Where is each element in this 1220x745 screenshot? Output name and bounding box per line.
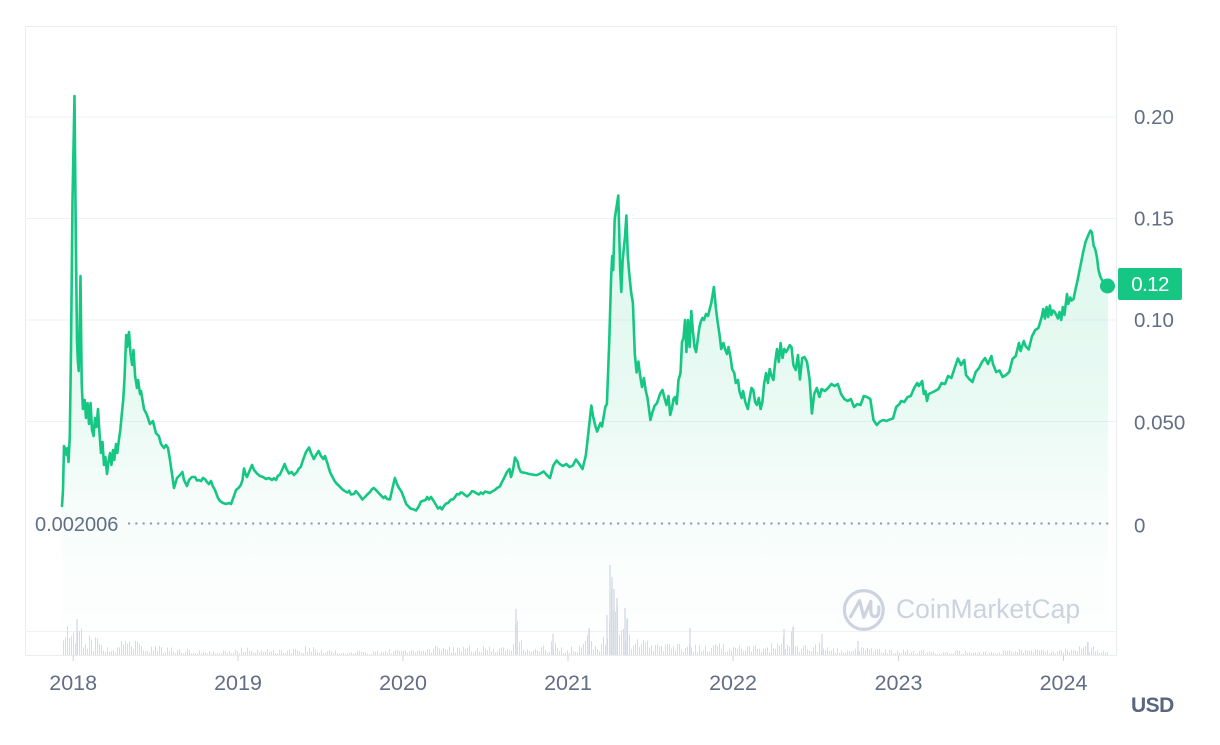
- svg-text:0.20: 0.20: [1134, 106, 1174, 129]
- svg-text:0.002006: 0.002006: [35, 514, 118, 536]
- svg-text:2019: 2019: [214, 671, 262, 695]
- svg-text:0.15: 0.15: [1134, 208, 1174, 231]
- svg-text:2023: 2023: [875, 671, 923, 695]
- svg-text:0: 0: [1134, 515, 1145, 538]
- svg-text:USD: USD: [1131, 694, 1174, 717]
- svg-text:2020: 2020: [379, 671, 427, 695]
- svg-text:0.10: 0.10: [1134, 309, 1174, 332]
- svg-text:0.12: 0.12: [1131, 273, 1169, 296]
- svg-text:2021: 2021: [544, 671, 592, 695]
- svg-text:2024: 2024: [1040, 671, 1088, 695]
- svg-text:0.050: 0.050: [1134, 412, 1185, 435]
- svg-text:2022: 2022: [709, 671, 757, 695]
- svg-text:CoinMarketCap: CoinMarketCap: [896, 594, 1080, 624]
- svg-text:2018: 2018: [49, 671, 97, 695]
